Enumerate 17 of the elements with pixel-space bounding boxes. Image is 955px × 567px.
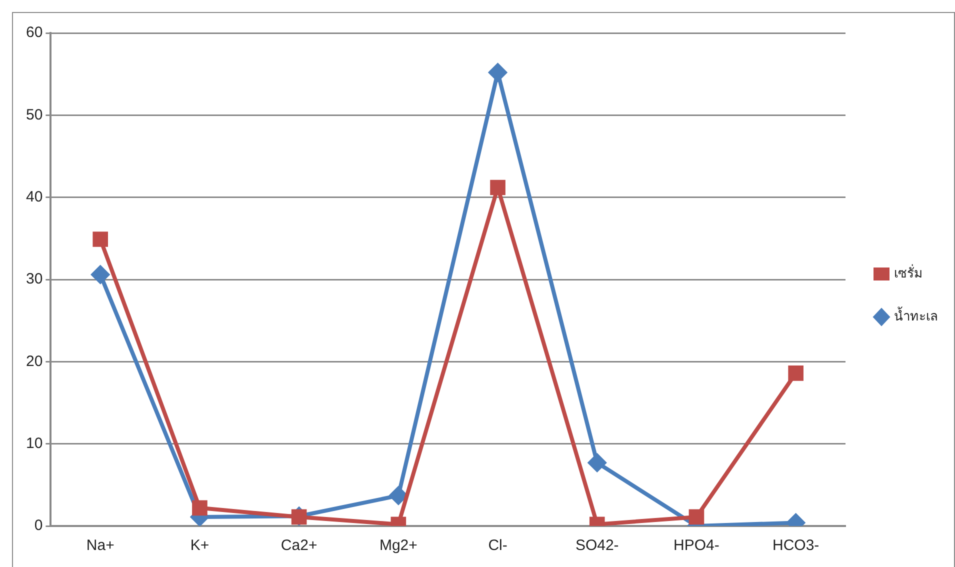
y-tick-label: 10 bbox=[26, 434, 43, 452]
x-tick-label: Na+ bbox=[86, 537, 115, 554]
x-tick-label: SO42- bbox=[575, 537, 619, 554]
y-tick-label: 20 bbox=[26, 352, 43, 370]
x-tick-label: Mg2+ bbox=[379, 537, 418, 554]
y-tick-label: 40 bbox=[26, 188, 43, 206]
x-tick-label: Cl- bbox=[488, 537, 508, 554]
legend-label: เซรั่ม bbox=[894, 264, 923, 282]
x-tick-label: Ca2+ bbox=[280, 537, 318, 554]
legend-label: น้ำทะเล bbox=[894, 306, 938, 324]
y-tick-label: 50 bbox=[26, 106, 43, 124]
x-tick-label: HCO3- bbox=[772, 537, 820, 554]
y-tick-label: 60 bbox=[26, 24, 43, 42]
x-tick-label: HPO4- bbox=[674, 537, 720, 554]
y-tick-label: 30 bbox=[26, 270, 43, 288]
x-tick-label: K+ bbox=[190, 537, 210, 554]
y-tick-label: 0 bbox=[34, 517, 43, 534]
